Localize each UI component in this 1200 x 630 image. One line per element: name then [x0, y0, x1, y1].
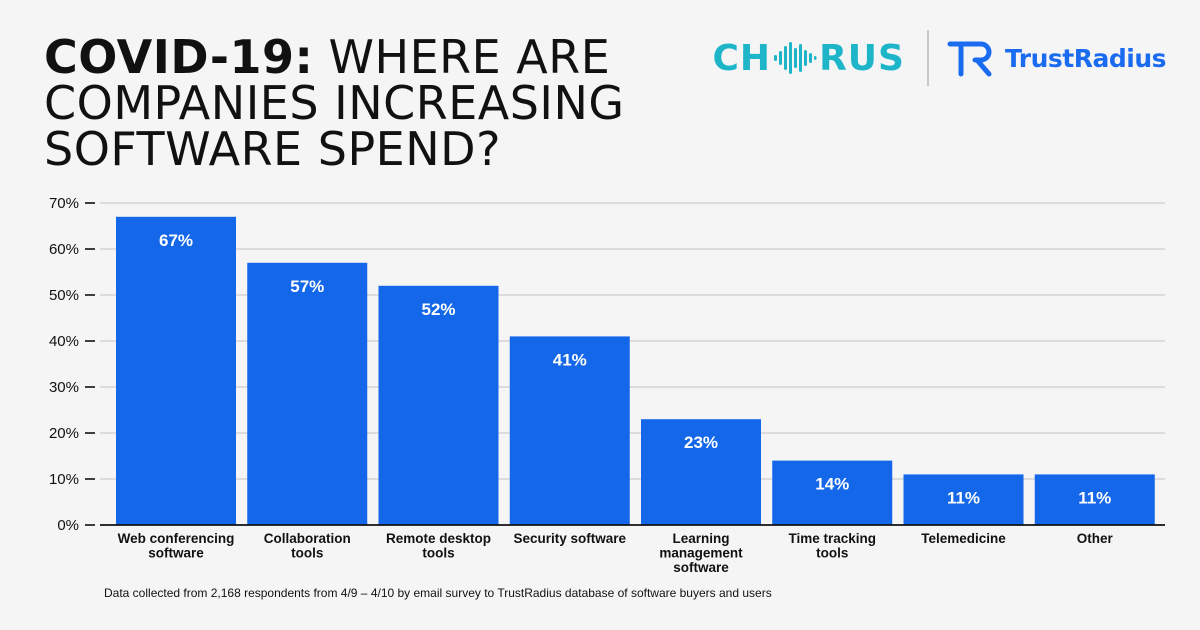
category-label: Collaboration tools [264, 531, 351, 561]
category-label: Remote desktop tools [386, 531, 491, 561]
category-label-line: software [673, 560, 729, 575]
footnote: Data collected from 2,168 respondents fr… [104, 586, 772, 600]
bar [641, 419, 761, 525]
category-label: Telemedicine [921, 531, 1006, 546]
bar-value-label: 41% [553, 350, 587, 369]
category-label: Time tracking tools [788, 531, 876, 561]
y-tick-label: 30% [49, 379, 79, 396]
logo-divider [926, 30, 929, 86]
bar-value-label: 14% [815, 475, 849, 494]
y-tick-label: 50% [49, 287, 79, 304]
bar [772, 460, 893, 525]
trustradius-mark-icon [947, 41, 992, 77]
category-label-line: Security software [513, 531, 626, 546]
chorus-logo[interactable]: CH RUS [713, 28, 905, 88]
page-title: COVID-19: WHERE ARE COMPANIES INCREASING… [44, 34, 744, 172]
title-bold: COVID-19: [44, 30, 314, 84]
category-label-line: Time tracking [788, 531, 876, 546]
bar-value-label: 52% [421, 300, 455, 319]
bar-value-label: 67% [159, 231, 193, 250]
category-label-line: Collaboration [264, 531, 351, 546]
category-label-line: tools [422, 546, 454, 561]
bar [247, 262, 368, 525]
bar-value-label: 11% [1078, 488, 1111, 507]
bar-value-label: 11% [947, 488, 980, 507]
category-label-line: management [659, 546, 743, 561]
category-label-line: Learning [672, 531, 729, 546]
bar [903, 474, 1024, 525]
trustradius-wordmark: TrustRadius [1004, 43, 1167, 73]
bar [1034, 474, 1155, 525]
category-label: Learning management software [659, 531, 743, 575]
logo-bar: CH RUS [713, 28, 1167, 88]
category-label-line: Web conferencing [118, 531, 235, 546]
y-tick-label: 10% [49, 471, 79, 488]
chorus-logo-right: RUS [819, 37, 905, 79]
category-label-line: Other [1077, 531, 1114, 546]
bar [116, 216, 236, 526]
bar [378, 285, 499, 525]
bar-value-label: 23% [684, 433, 718, 452]
soundwave-icon [774, 42, 817, 74]
category-label-line: tools [816, 546, 848, 561]
bar [509, 336, 630, 525]
category-label-line: Remote desktop [386, 531, 491, 546]
bar-value-label: 57% [290, 277, 324, 296]
category-label: Security software [513, 531, 626, 546]
y-tick-label: 20% [49, 425, 79, 442]
trustradius-logo[interactable]: TrustRadius [947, 28, 1167, 88]
y-tick-label: 60% [49, 241, 79, 258]
y-tick-label: 0% [57, 517, 79, 534]
category-label-line: Telemedicine [921, 531, 1006, 546]
category-label: Other [1077, 531, 1114, 546]
category-label: Web conferencing software [118, 531, 235, 561]
y-tick-label: 40% [49, 333, 79, 350]
chorus-logo-left: CH [712, 37, 772, 79]
title-rest: WHERE ARE COMPANIES INCREASING SOFTWARE … [44, 30, 625, 176]
y-tick-label: 70% [49, 195, 79, 212]
category-label-line: software [148, 546, 204, 561]
category-label-line: tools [291, 546, 323, 561]
